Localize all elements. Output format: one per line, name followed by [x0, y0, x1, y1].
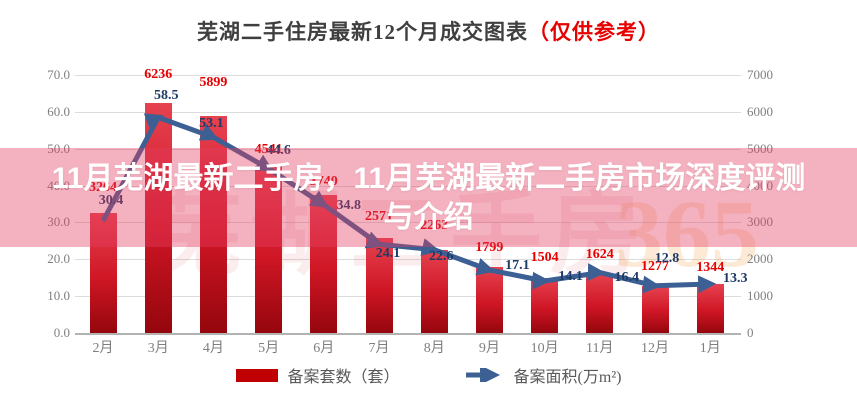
- left-axis-tick: 60.0: [47, 103, 70, 119]
- x-axis-month-label: 11月: [586, 341, 614, 356]
- right-axis-tick: 0: [747, 325, 754, 340]
- legend: 备案套数（套） 备案面积(万m²): [0, 363, 857, 387]
- bar-value-label: 1624: [585, 247, 614, 263]
- right-axis-tick: 2000: [747, 251, 773, 267]
- right-axis-tick: 6000: [747, 103, 773, 119]
- gridline: [75, 75, 741, 76]
- line-value-label: 13.3: [722, 271, 748, 286]
- line-value-label: 12.8: [654, 250, 680, 266]
- left-axis-tick: 70.0: [47, 67, 70, 82]
- line-value-label: 24.1: [375, 246, 401, 262]
- bar-value-label: 6236: [144, 67, 173, 83]
- x-axis-line: [75, 333, 741, 335]
- bar-series-swatch-icon: [235, 368, 278, 382]
- chart-title-highlight: （仅供参考）: [528, 20, 660, 44]
- left-axis-tick: 10.0: [47, 288, 70, 304]
- left-axis-tick: 40.0: [47, 177, 70, 193]
- x-axis-month-label: 1月: [699, 341, 721, 356]
- right-axis-tick: 7000: [747, 67, 773, 82]
- x-axis-month-label: 3月: [147, 341, 169, 356]
- legend-bar-label: 备案套数（套）: [287, 369, 400, 386]
- x-axis-month-label: 4月: [202, 341, 224, 356]
- legend-item-line: 备案面积(万m²): [464, 363, 622, 387]
- bar-value-label: 1344: [696, 259, 725, 275]
- line-value-label: 17.1: [505, 258, 530, 273]
- line-value-label: 30.4: [98, 193, 124, 208]
- chart-title: 芜湖二手住房最新12个月成交图表（仅供参考）: [0, 16, 857, 46]
- x-axis-month-label: 5月: [258, 341, 280, 356]
- left-axis-tick: 20.0: [47, 251, 70, 267]
- left-axis-tick: 0.0: [53, 325, 70, 340]
- legend-line-label: 备案面积(万m²): [513, 369, 622, 386]
- x-axis-month-label: 12月: [641, 341, 669, 356]
- headline-overlay: 11月芜湖最新二手房，11月芜湖最新二手房市场深度评测 与介绍: [0, 148, 857, 247]
- x-axis-month-label: 6月: [313, 341, 335, 356]
- bar: [641, 285, 669, 333]
- chart-title-text: 芜湖二手住房最新12个月成交图表: [197, 20, 528, 44]
- legend-item-bar: 备案套数（套）: [235, 363, 400, 387]
- right-axis-tick: 1000: [747, 288, 773, 304]
- bar-value-label: 1504: [530, 249, 559, 265]
- x-axis-month-label: 10月: [530, 341, 559, 356]
- right-axis-tick: 3000: [747, 214, 773, 230]
- line-value-label: 53.1: [199, 116, 224, 132]
- gridline: [75, 111, 741, 113]
- bar-value-label: 5899: [199, 74, 228, 90]
- bar-value-label: 3264: [89, 179, 117, 195]
- x-axis-month-label: 8月: [423, 341, 445, 356]
- line-value-label: 22.6: [428, 248, 454, 264]
- right-axis-tick: 5000: [747, 140, 773, 156]
- x-axis-month-label: 7月: [368, 341, 390, 356]
- line-series-arrow-icon: [465, 368, 500, 382]
- left-axis-tick: 50.0: [47, 140, 70, 156]
- x-axis-month-label: 2月: [92, 341, 114, 356]
- right-axis-tick: 4000: [747, 177, 773, 193]
- headline-line1: 11月芜湖最新二手房，11月芜湖最新二手房市场深度评测: [51, 161, 806, 195]
- gridline: [75, 296, 741, 298]
- headline-line2: 与介绍: [383, 200, 474, 234]
- line-value-label: 16.4: [614, 269, 640, 285]
- x-axis-month-label: 9月: [478, 341, 500, 356]
- bar: [89, 212, 117, 333]
- line-value-label: 14.1: [558, 269, 583, 284]
- left-axis-tick: 30.0: [47, 214, 70, 230]
- line-value-label: 58.5: [153, 88, 179, 104]
